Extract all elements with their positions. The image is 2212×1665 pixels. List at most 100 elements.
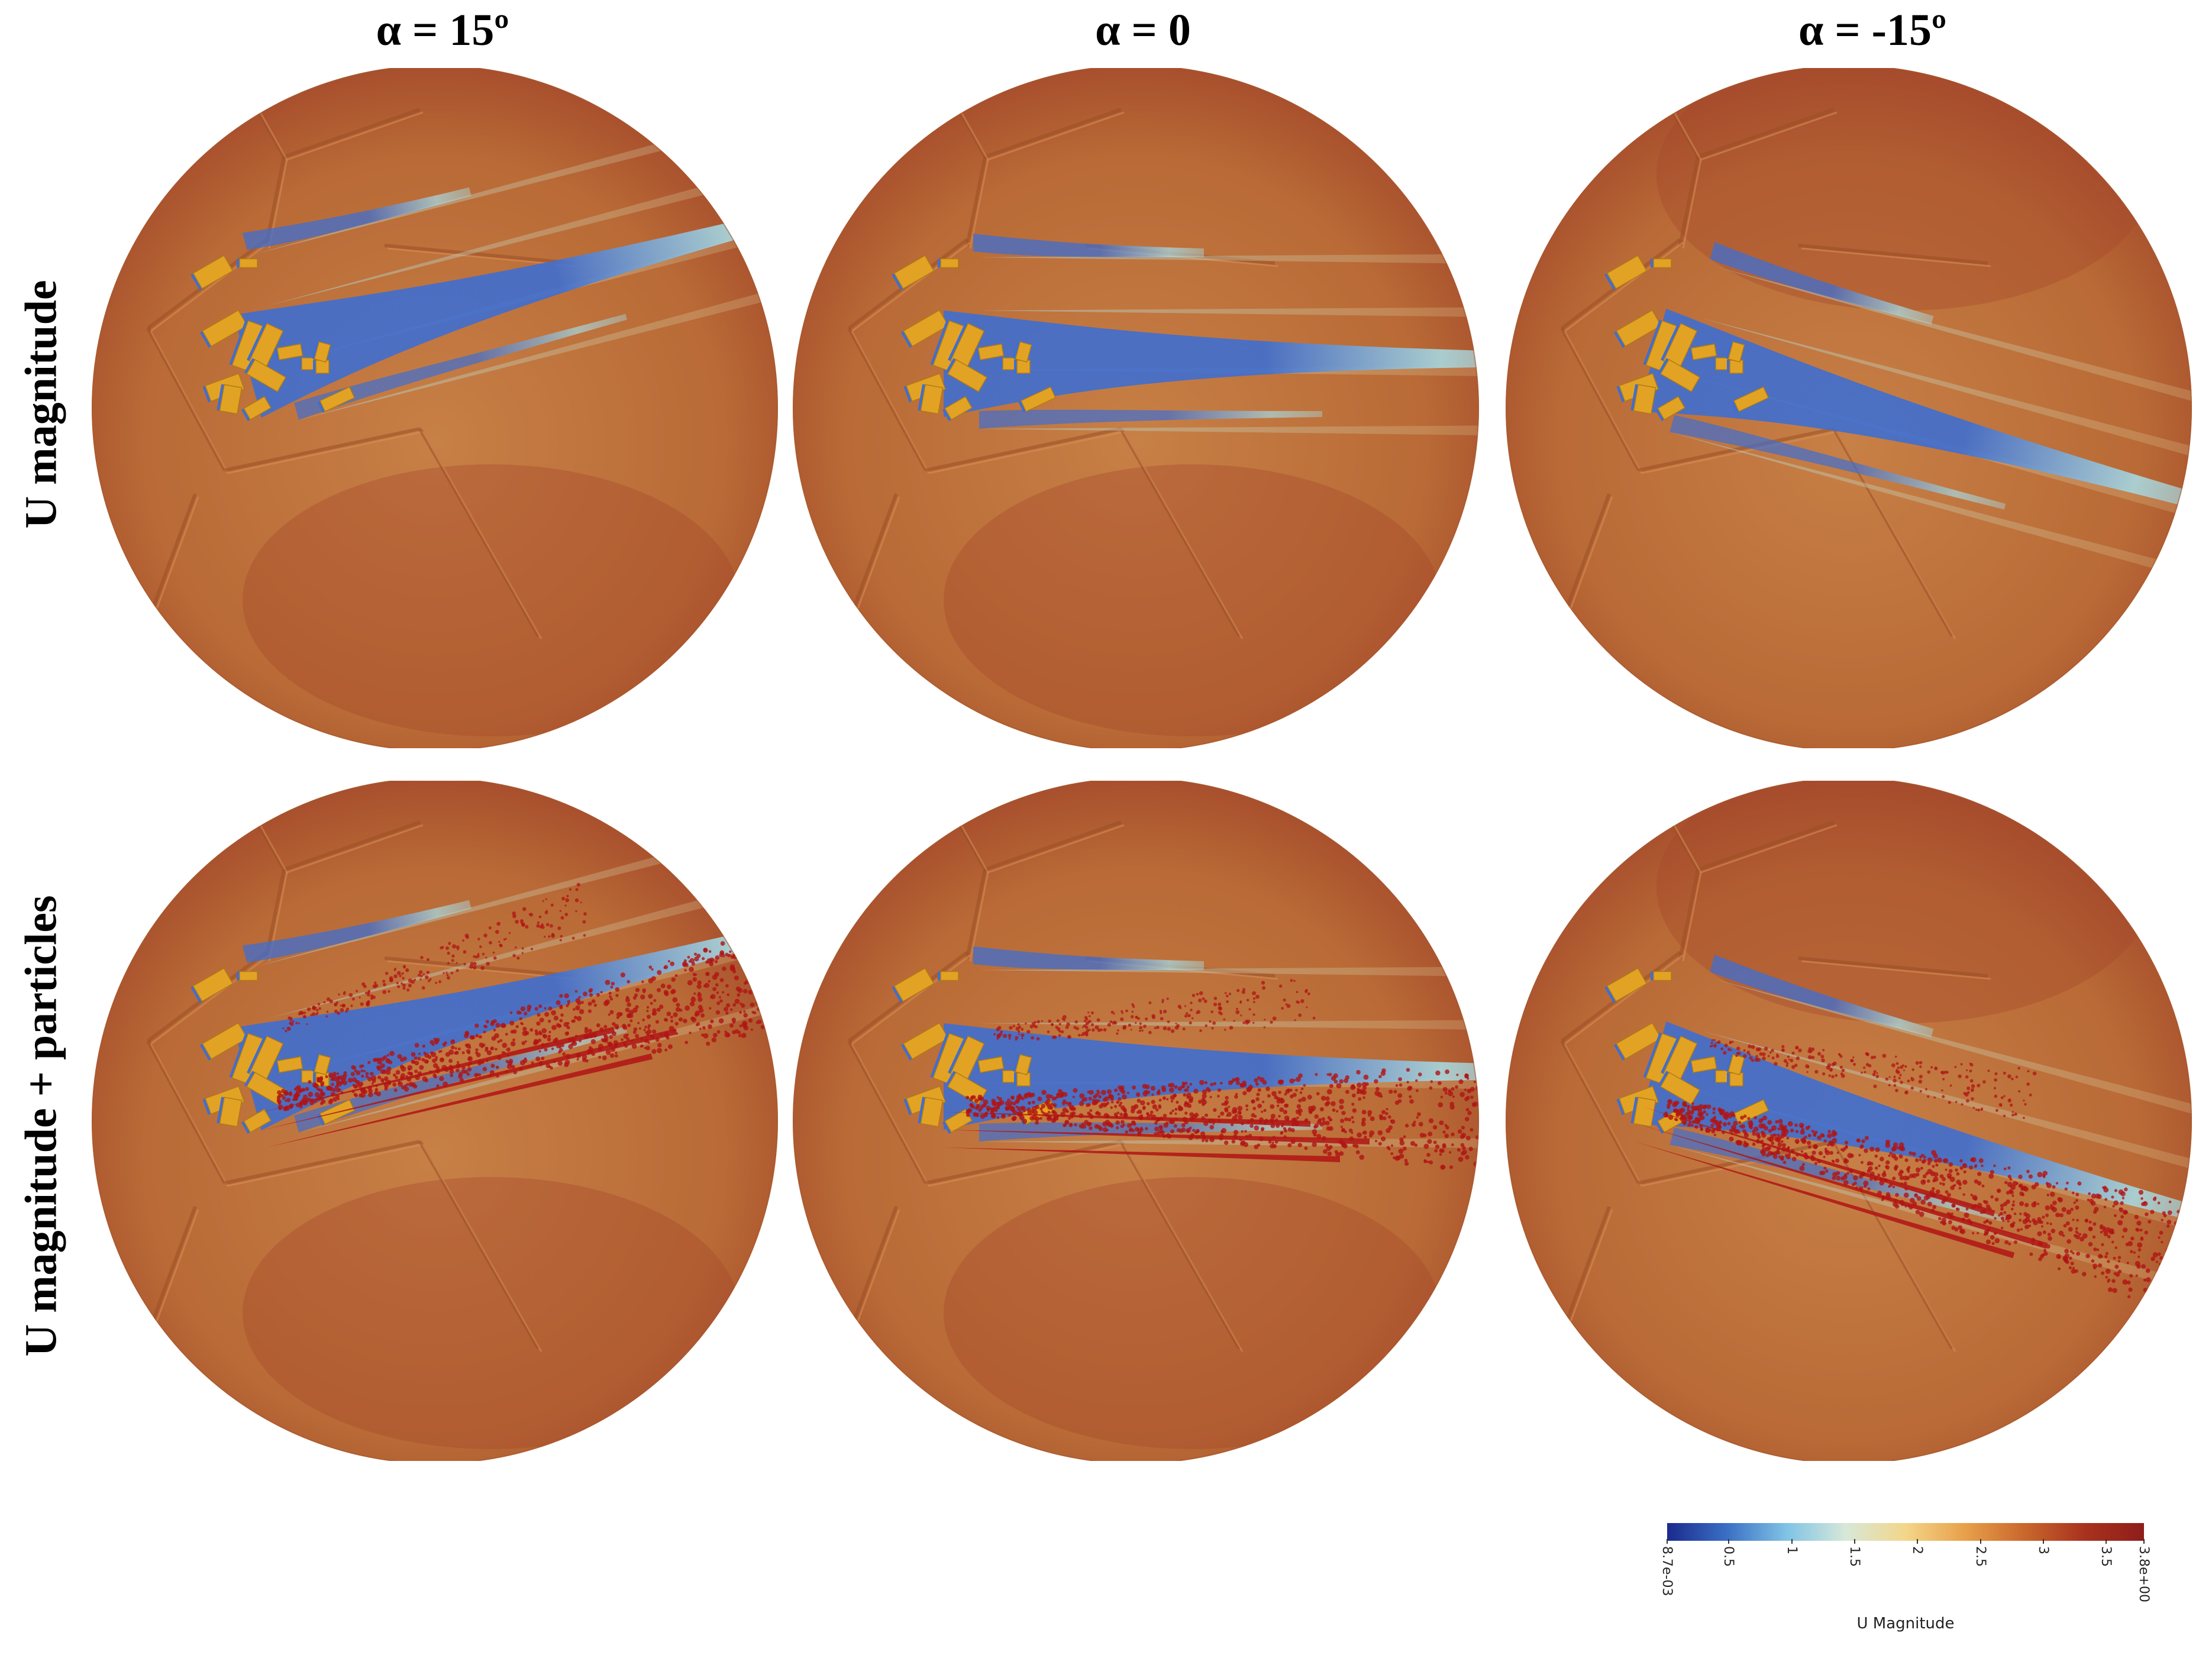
building-shadow: [938, 258, 941, 268]
particle: [1162, 1114, 1167, 1118]
particle: [1915, 1167, 1921, 1173]
particle: [1785, 1064, 1789, 1067]
particle: [1114, 1105, 1118, 1108]
particle: [2026, 1169, 2030, 1173]
particle: [1971, 1084, 1975, 1088]
building-8: [1630, 1097, 1656, 1127]
particle: [1390, 1144, 1394, 1147]
particle: [1752, 1142, 1756, 1146]
particle: [699, 1027, 702, 1030]
particle: [670, 1016, 673, 1019]
particle: [1958, 1074, 1962, 1078]
particle: [1467, 1077, 1470, 1080]
particle: [1296, 991, 1299, 994]
particle: [1919, 1075, 1923, 1079]
particle: [1738, 1121, 1742, 1124]
particle: [715, 955, 720, 960]
particle: [687, 980, 693, 986]
particle: [1994, 1072, 1998, 1076]
particle: [2130, 1250, 2133, 1253]
particle: [1321, 1117, 1326, 1121]
particle: [1744, 1131, 1748, 1136]
particle: [1055, 1026, 1058, 1029]
building-4: [975, 343, 1005, 361]
particle: [1894, 1168, 1897, 1171]
particle: [566, 1032, 569, 1035]
particle: [402, 983, 406, 987]
particle: [1480, 1168, 1482, 1173]
particle: [1885, 1143, 1891, 1148]
particle: [761, 1013, 765, 1017]
particle: [1435, 1070, 1441, 1076]
particle: [778, 1029, 781, 1032]
terrain-ridge-highlight: [1801, 247, 1991, 267]
particle: [1105, 1120, 1110, 1125]
particle: [1117, 1092, 1120, 1096]
building-shadow: [241, 408, 251, 422]
colorbar-tick-label: 1.5: [1847, 1546, 1862, 1567]
particle: [456, 1068, 460, 1073]
wake-streak: [298, 274, 778, 420]
particle: [1691, 1108, 1695, 1113]
particle: [621, 1038, 624, 1042]
particle: [1156, 1026, 1160, 1029]
particle: [1135, 1092, 1141, 1097]
particle: [2042, 1215, 2045, 1219]
particle: [2184, 1211, 2188, 1214]
particle: [1329, 1118, 1333, 1121]
particle: [1090, 1023, 1094, 1026]
particle: [738, 938, 743, 943]
particle: [1451, 1143, 1454, 1146]
building-shadow: [1613, 1043, 1626, 1061]
particle: [1747, 1117, 1751, 1120]
particle: [1210, 1082, 1214, 1087]
particle: [1679, 1113, 1683, 1117]
particle: [456, 1061, 460, 1064]
particle: [1759, 1052, 1763, 1056]
particle: [998, 1097, 1002, 1101]
terrain-ridge-highlight: [422, 431, 542, 639]
particle: [1183, 1093, 1187, 1097]
particle: [721, 953, 725, 958]
building-roof: [977, 1056, 1005, 1074]
particle: [712, 974, 718, 980]
particle-streak: [944, 1130, 1370, 1145]
particle: [1159, 1010, 1162, 1013]
building-shadow: [247, 322, 268, 361]
particle: [574, 990, 578, 993]
particle: [370, 994, 374, 998]
particle: [1931, 1150, 1936, 1156]
particle: [2007, 1175, 2011, 1179]
particle: [1307, 1094, 1312, 1100]
particle: [1752, 1131, 1756, 1136]
particle: [1362, 1131, 1365, 1134]
particle: [405, 968, 409, 972]
particle: [1432, 1125, 1438, 1130]
particle: [1213, 997, 1218, 1000]
particle: [380, 1078, 385, 1082]
particle: [298, 1013, 301, 1016]
particle: [360, 1069, 364, 1073]
particle: [2028, 1174, 2033, 1179]
particle: [775, 955, 778, 960]
particle: [2023, 1186, 2029, 1192]
building-roof: [920, 384, 944, 415]
particle: [1293, 1079, 1296, 1082]
particle: [1007, 1098, 1010, 1103]
particle: [485, 1020, 489, 1024]
wake-streak: [1700, 318, 2192, 467]
particle: [525, 924, 529, 929]
particle: [1829, 1068, 1833, 1072]
particle: [1749, 1056, 1753, 1060]
particle: [1764, 1126, 1768, 1131]
particle: [1150, 1085, 1155, 1091]
colorbar-tick-label: 2.5: [1972, 1546, 1988, 1567]
particle: [1226, 1112, 1232, 1117]
particle: [1462, 1149, 1467, 1155]
particle: [1012, 1110, 1018, 1115]
particle: [966, 1108, 970, 1113]
particle: [2078, 1233, 2082, 1236]
particle: [2058, 1197, 2064, 1203]
particle: [1767, 1146, 1771, 1150]
particle: [648, 965, 653, 969]
